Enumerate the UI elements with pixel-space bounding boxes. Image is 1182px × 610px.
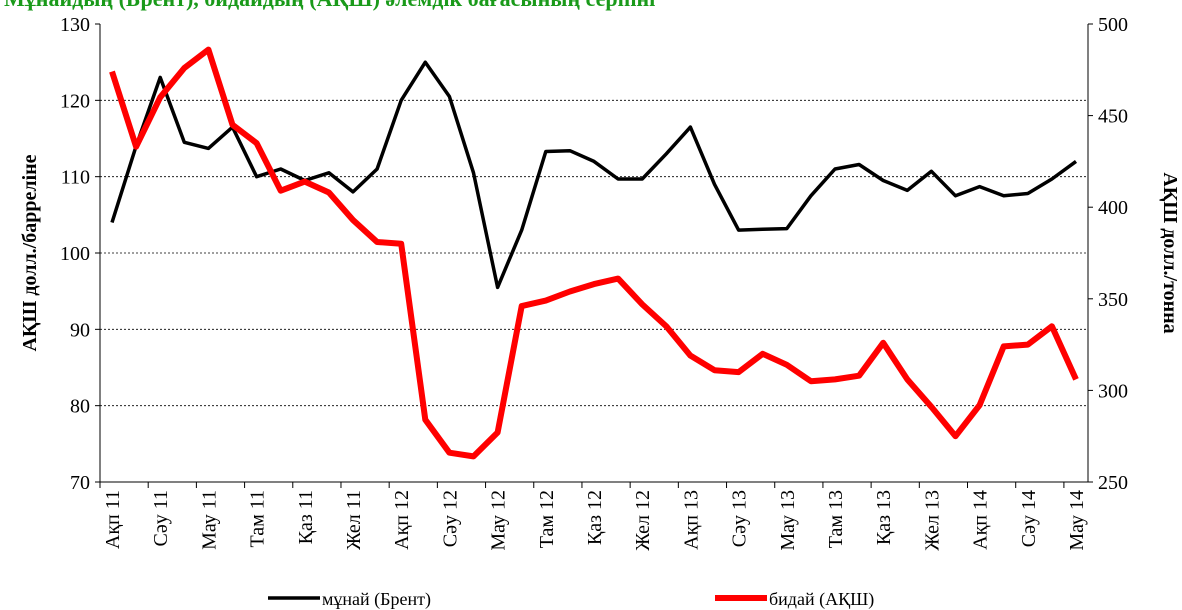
chart-title: Мұнайдың (Брент), бидайдың (АҚШ) әлемдік…	[4, 0, 655, 11]
x-tick-label: Қаз 13	[873, 490, 895, 545]
y-tick-label: 80	[70, 396, 90, 418]
y-tick-label: 120	[60, 90, 90, 112]
y-tick-label: 100	[60, 243, 90, 265]
y-tick-label: 90	[70, 319, 90, 341]
x-tick-label: Ақп 13	[680, 490, 702, 550]
x-tick-label: Қаз 12	[584, 490, 606, 545]
x-tick-label: Сәу 11	[150, 490, 172, 546]
x-tick-label: Мау 14	[1066, 490, 1088, 551]
y2-axis-label: АҚШ долл./тонна	[1159, 172, 1181, 333]
y2-tick-label: 500	[1098, 14, 1128, 36]
y-tick-label: 70	[70, 472, 90, 494]
x-tick-label: Сәу 12	[439, 490, 461, 547]
x-tick-label: Сәу 14	[1018, 490, 1040, 547]
x-tick-label: Ақп 14	[970, 490, 992, 550]
x-tick-label: Қаз 11	[295, 490, 317, 544]
series-line	[109, 46, 1079, 460]
y2-tick-label: 400	[1098, 197, 1128, 219]
y2-tick-label: 350	[1098, 289, 1128, 311]
x-tick-label: Жел 13	[921, 490, 943, 551]
x-tick-label: Мау 11	[198, 490, 220, 550]
y2-tick-label: 450	[1098, 106, 1128, 128]
y-tick-label: 130	[60, 14, 90, 36]
legend-label: мұнай (Брент)	[322, 589, 431, 610]
x-tick-label: Сәу 13	[729, 490, 751, 547]
x-tick-label: Там 12	[536, 490, 558, 548]
y2-tick-label: 250	[1098, 472, 1128, 494]
y-axis-label: АҚШ долл./барреліне	[19, 154, 41, 351]
x-tick-label: Мау 13	[777, 490, 799, 551]
y2-tick-label: 300	[1098, 380, 1128, 402]
x-tick-label: Ақп 11	[102, 490, 124, 549]
legend-label: бидай (АҚШ)	[769, 589, 874, 610]
x-tick-label: Мау 12	[488, 490, 510, 551]
series-line	[110, 60, 1078, 290]
y-tick-label: 110	[61, 167, 90, 189]
x-tick-label: Ақп 12	[391, 490, 413, 550]
x-tick-label: Там 13	[825, 490, 847, 548]
x-tick-label: Там 11	[247, 490, 269, 548]
x-tick-label: Жел 11	[343, 490, 365, 550]
x-tick-label: Жел 12	[632, 490, 654, 551]
